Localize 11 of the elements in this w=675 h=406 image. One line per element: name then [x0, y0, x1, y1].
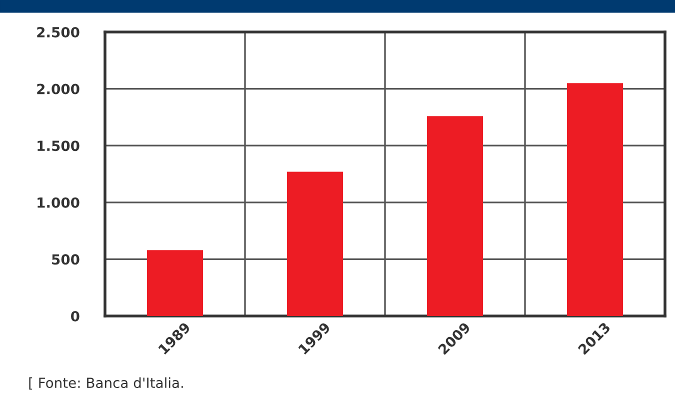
y-tick-label: 0 — [71, 310, 80, 322]
y-tick-label: 2.000 — [37, 84, 80, 94]
bar — [147, 250, 203, 316]
bar — [287, 172, 343, 316]
bar — [427, 116, 483, 316]
y-tick-label: 2.500 — [37, 26, 80, 38]
y-tick-label: 1.000 — [38, 197, 80, 208]
bar — [567, 83, 623, 316]
y-tick-label: 500 — [52, 254, 80, 265]
y-tick-label: 1.500 — [38, 140, 80, 152]
text: [ Fonte: Banca d'Italia. — [29, 377, 183, 390]
